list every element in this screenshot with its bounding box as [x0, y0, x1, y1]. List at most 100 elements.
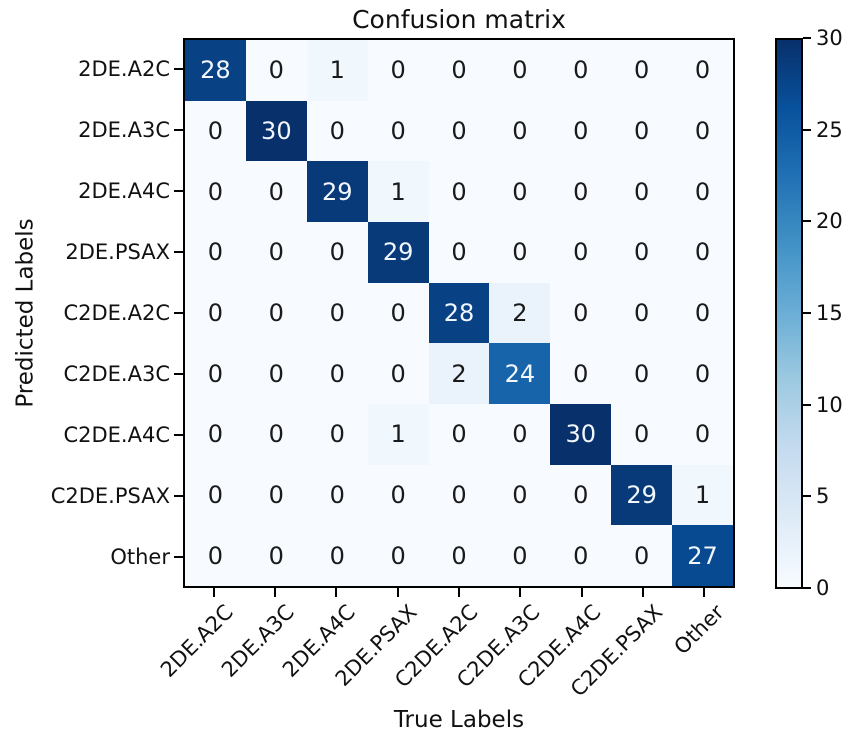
- x-tick-mark: [244, 588, 305, 597]
- heatmap-cell: 0: [489, 404, 551, 465]
- heatmap-cell: 0: [245, 222, 307, 283]
- heatmap-cell: 1: [672, 464, 733, 526]
- heatmap-cell: 27: [672, 525, 733, 586]
- heatmap-cell: 0: [489, 222, 551, 283]
- heatmap-cell: 0: [611, 100, 673, 162]
- heatmap-cell: 29: [306, 161, 368, 222]
- heatmap-cell: 0: [611, 161, 673, 222]
- heatmap-plot-area: 28 0 1 0 0 0 0 0 0 0 30 0 0 0 0 0 0 0 0 0 29 1 0 0 0 0 0 0 0 0 29 0 0 0 0 0…: [183, 38, 735, 588]
- heatmap-cell: 0: [428, 525, 490, 586]
- y-tick-label: 2DE.A4C: [78, 178, 170, 203]
- x-tick-labels: 2DE.A2C 2DE.A3C 2DE.A4C 2DE.PSAX C2DE.A2C C2D…: [156, 588, 735, 708]
- colorbar-tick-label: 0: [816, 576, 830, 600]
- colorbar-tick-mark: [803, 403, 811, 406]
- colorbar-tick-mark: [803, 37, 811, 39]
- heatmap-cell: 0: [550, 161, 612, 222]
- y-tick-label: C2DE.A2C: [63, 300, 170, 325]
- y-tick-mark: [174, 38, 183, 99]
- heatmap-cell: 2: [489, 282, 551, 344]
- heatmap-cell: 0: [672, 40, 733, 101]
- heatmap-cell: 0: [489, 525, 551, 586]
- x-tick-mark: [551, 588, 612, 597]
- y-tick-labels: 2DE.A2C 2DE.A3C 2DE.A4C 2DE.PSAX C2DE.A2C C2D…: [0, 38, 170, 588]
- y-tick-label: Other: [110, 545, 170, 570]
- y-tick-label: 2DE.A2C: [78, 56, 170, 81]
- heatmap-cell: 0: [185, 464, 246, 526]
- heatmap-cell: 0: [306, 343, 368, 404]
- colorbar-tick-label: 10: [816, 392, 843, 417]
- heatmap-cell: 30: [245, 100, 307, 162]
- x-tick-mark: [306, 588, 367, 597]
- heatmap-cell: 0: [489, 40, 551, 101]
- heatmap-cell: 0: [185, 282, 246, 344]
- heatmap-cell: 28: [185, 40, 246, 101]
- x-tick-mark: [183, 588, 244, 597]
- heatmap-grid: 28 0 1 0 0 0 0 0 0 0 30 0 0 0 0 0 0 0 0 0 29 1 0 0 0 0 0 0 0 0 29 0 0 0 0 0…: [185, 40, 733, 586]
- heatmap-cell: 28: [428, 282, 490, 344]
- heatmap-cell: 0: [185, 161, 246, 222]
- colorbar-tick-label: 25: [816, 117, 843, 142]
- y-tick-mark: [174, 160, 183, 221]
- heatmap-cell: 0: [245, 525, 307, 586]
- y-tick-mark: [174, 405, 183, 466]
- x-tick-label: Other: [669, 600, 729, 660]
- heatmap-cell: 0: [367, 343, 429, 404]
- heatmap-cell: 30: [550, 404, 612, 465]
- heatmap-cell: 1: [367, 161, 429, 222]
- heatmap-cell: 0: [611, 282, 673, 344]
- colorbar-tick-label: 5: [816, 484, 830, 509]
- heatmap-cell: 0: [611, 525, 673, 586]
- heatmap-cell: 24: [489, 343, 551, 404]
- heatmap-cell: 0: [185, 100, 246, 162]
- heatmap-cell: 0: [367, 100, 429, 162]
- y-tick-label: 2DE.PSAX: [65, 239, 170, 264]
- heatmap-cell: 0: [489, 464, 551, 526]
- heatmap-cell: 0: [185, 343, 246, 404]
- heatmap-cell: 0: [672, 222, 733, 283]
- colorbar-tick-mark: [803, 128, 811, 131]
- heatmap-cell: 2: [428, 343, 490, 404]
- heatmap-cell: 0: [672, 161, 733, 222]
- heatmap-cell: 29: [611, 464, 673, 526]
- colorbar-tick-label: 15: [816, 301, 843, 325]
- x-tick-mark: [674, 588, 735, 597]
- x-tick-mark: [612, 588, 673, 597]
- y-tick-label: C2DE.PSAX: [50, 484, 170, 509]
- heatmap-cell: 0: [306, 464, 368, 526]
- heatmap-cell: 0: [489, 100, 551, 162]
- heatmap-cell: 0: [672, 282, 733, 344]
- colorbar-tick-mark: [803, 312, 811, 314]
- heatmap-cell: 0: [428, 404, 490, 465]
- heatmap-cell: 0: [185, 525, 246, 586]
- chart-title: Confusion matrix: [352, 5, 566, 34]
- y-tick-mark: [174, 527, 183, 588]
- heatmap-cell: 29: [367, 222, 429, 283]
- heatmap-cell: 0: [489, 161, 551, 222]
- heatmap-cell: 0: [428, 161, 490, 222]
- x-tick-mark: [428, 588, 489, 597]
- y-tick-mark: [174, 282, 183, 343]
- heatmap-cell: 0: [672, 404, 733, 465]
- heatmap-cell: 0: [367, 525, 429, 586]
- heatmap-cell: 1: [306, 40, 368, 101]
- heatmap-cell: 0: [611, 222, 673, 283]
- heatmap-cell: 1: [367, 404, 429, 465]
- colorbar-tick-mark: [803, 495, 811, 498]
- heatmap-cell: 0: [367, 464, 429, 526]
- heatmap-cell: 0: [611, 343, 673, 404]
- heatmap-cell: 0: [550, 464, 612, 526]
- heatmap-cell: 0: [428, 222, 490, 283]
- heatmap-cell: 0: [611, 40, 673, 101]
- heatmap-cell: 0: [550, 40, 612, 101]
- heatmap-cell: 0: [367, 282, 429, 344]
- heatmap-cell: 0: [245, 40, 307, 101]
- colorbar-gradient: [777, 40, 801, 587]
- heatmap-cell: 0: [611, 404, 673, 465]
- heatmap-cell: 0: [550, 525, 612, 586]
- heatmap-cell: 0: [550, 343, 612, 404]
- heatmap-cell: 0: [306, 100, 368, 162]
- y-ticks: [174, 38, 183, 588]
- colorbar: [775, 38, 803, 589]
- heatmap-cell: 0: [245, 464, 307, 526]
